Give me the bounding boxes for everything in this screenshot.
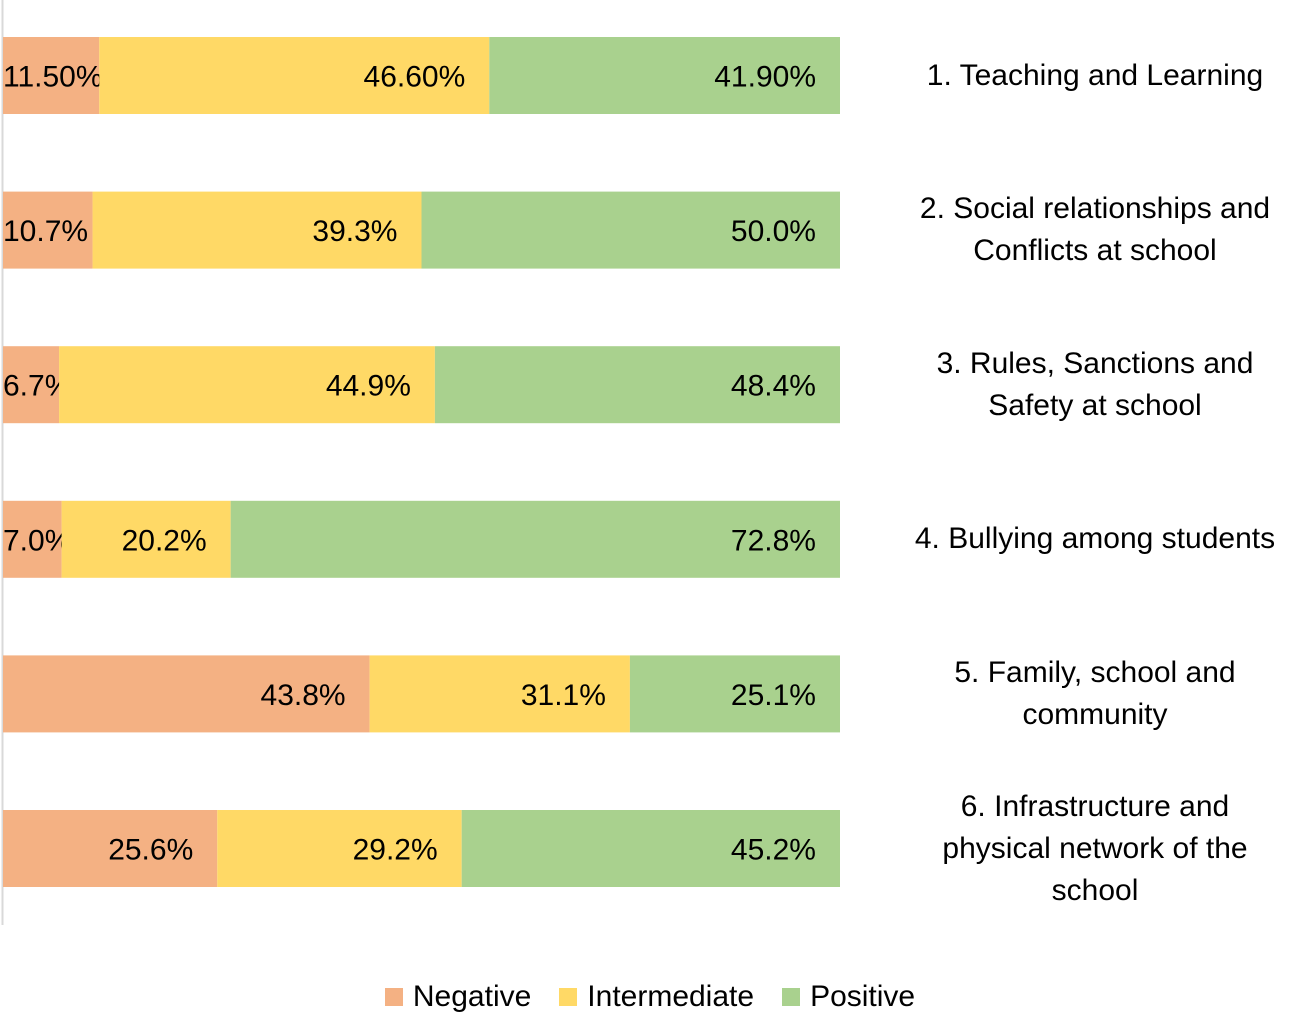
category-label-line: 3. Rules, Sanctions and xyxy=(936,346,1254,380)
data-label-intermediate-1: 46.60% xyxy=(364,61,466,94)
category-label-line: 2. Social relationships and xyxy=(919,192,1271,226)
category-label-4: 4. Bullying among students xyxy=(905,518,1285,560)
legend-label-intermediate: Intermediate xyxy=(587,980,755,1013)
bar-segment-negative-6 xyxy=(3,810,218,887)
legend-item-positive: Positive xyxy=(782,980,915,1014)
category-label-2: 2. Social relationships and Conflicts at … xyxy=(905,188,1285,272)
data-label-positive-5: 25.1% xyxy=(731,679,816,712)
category-label-line: 6. Infrastructure and xyxy=(960,789,1230,823)
bar-segment-negative-2 xyxy=(3,191,93,269)
bar-segment-positive-2 xyxy=(421,191,840,269)
bar-segment-positive-5 xyxy=(629,655,840,733)
data-label-intermediate-6: 29.2% xyxy=(353,834,438,867)
legend-label-positive: Positive xyxy=(810,980,916,1013)
bar-segment-positive-4 xyxy=(230,500,840,578)
data-label-intermediate-2: 39.3% xyxy=(312,215,397,248)
data-label-intermediate-4: 20.2% xyxy=(122,524,207,557)
bar-segment-intermediate-2 xyxy=(92,191,422,269)
data-label-negative-2: 10.7% xyxy=(3,215,88,248)
data-label-negative-4: 7.0% xyxy=(3,524,71,557)
data-label-intermediate-5: 31.1% xyxy=(521,679,606,712)
bar-segment-intermediate-5 xyxy=(369,655,630,733)
legend-item-intermediate: Intermediate xyxy=(559,980,754,1014)
data-label-positive-6: 45.2% xyxy=(731,834,816,867)
data-label-positive-2: 50.0% xyxy=(731,215,816,248)
bar-segment-negative-4 xyxy=(3,500,62,578)
data-label-negative-1: 11.50% xyxy=(3,61,103,94)
category-label-line: physical network of the xyxy=(942,831,1248,865)
legend-label-negative: Negative xyxy=(412,980,532,1013)
bar-segment-negative-3 xyxy=(3,346,60,424)
bar-segment-positive-3 xyxy=(434,346,840,424)
bar-segment-intermediate-4 xyxy=(61,500,231,578)
data-label-positive-1: 41.90% xyxy=(714,61,816,94)
category-label-3: 3. Rules, Sanctions and Safety at school xyxy=(905,343,1285,427)
category-label-line: school xyxy=(1051,873,1139,907)
category-label-line: 4. Bullying among students xyxy=(914,522,1276,556)
legend-swatch-positive xyxy=(782,988,801,1006)
legend-swatch-negative xyxy=(384,988,403,1006)
data-label-negative-6: 25.6% xyxy=(108,834,193,867)
data-label-positive-3: 48.4% xyxy=(731,370,816,403)
bar-segment-positive-6 xyxy=(461,810,840,887)
legend-item-negative: Negative xyxy=(384,980,532,1014)
category-label-line: 5. Family, school and xyxy=(954,655,1236,689)
bar-segment-intermediate-1 xyxy=(99,37,490,114)
bar-segment-positive-1 xyxy=(489,37,840,114)
category-label-line: Safety at school xyxy=(988,388,1202,422)
category-label-line: Conflicts at school xyxy=(973,234,1217,268)
category-label-line: community xyxy=(1022,697,1168,731)
category-label-5: 5. Family, school and community xyxy=(905,652,1285,736)
data-label-intermediate-3: 44.9% xyxy=(326,370,411,403)
category-label-6: 6. Infrastructure and physical network of… xyxy=(905,786,1285,912)
bar-segment-negative-5 xyxy=(3,655,370,733)
data-label-negative-5: 43.8% xyxy=(261,679,346,712)
category-label-1: 1. Teaching and Learning xyxy=(905,55,1285,97)
category-label-line: 1. Teaching and Learning xyxy=(926,58,1264,92)
legend: Negative Intermediate Positive xyxy=(0,980,1300,1014)
legend-swatch-intermediate xyxy=(559,988,578,1006)
bar-segment-negative-1 xyxy=(3,37,100,114)
bar-segment-intermediate-6 xyxy=(217,810,462,887)
data-label-positive-4: 72.8% xyxy=(731,524,816,557)
bar-segment-intermediate-3 xyxy=(59,346,435,424)
